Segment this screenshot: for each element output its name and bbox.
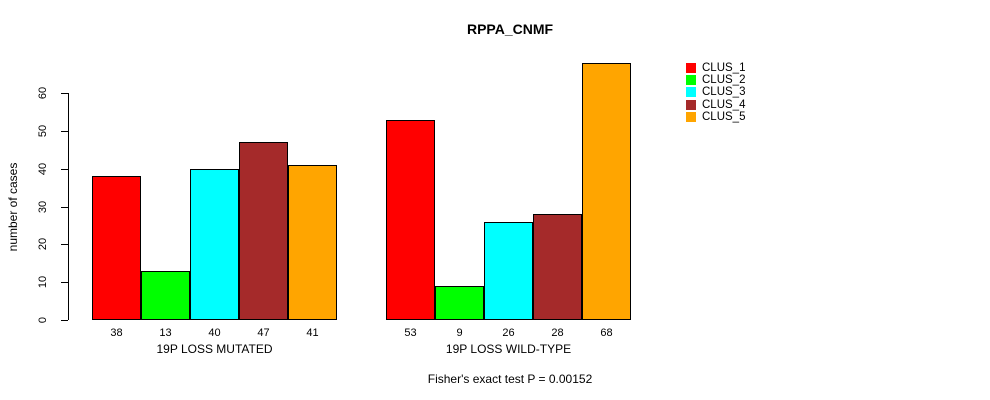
y-axis-tick-label: 10 (37, 276, 49, 289)
bar-value-label: 41 (306, 327, 319, 339)
x-axis-group-label: 19P LOSS MUTATED (156, 342, 273, 356)
bar-clus-3 (484, 221, 533, 320)
y-axis-tick (61, 93, 68, 95)
y-axis-tick (61, 244, 68, 246)
legend-item-label: CLUS_2 (702, 74, 746, 87)
legend-color-swatch (686, 111, 696, 122)
bar-value-label: 47 (257, 327, 270, 339)
bar-value-label: 68 (600, 327, 613, 339)
bar-clus-4 (533, 214, 582, 320)
y-axis-tick-label: 60 (37, 87, 49, 100)
legend-item: CLUS_4 (686, 99, 745, 111)
bar-clus-1 (92, 176, 141, 320)
y-axis-tick-label: 30 (37, 200, 49, 213)
bar-value-label: 38 (110, 327, 123, 339)
legend: CLUS_1 CLUS_2 CLUS_3 CLUS_4 CLUS_5 (686, 62, 745, 123)
legend-item-label: CLUS_3 (702, 86, 746, 99)
chart-title: RPPA_CNMF (466, 21, 554, 37)
legend-item-label: CLUS_4 (702, 98, 746, 111)
bar-clus-5 (582, 62, 631, 320)
legend-color-swatch (686, 75, 696, 86)
y-axis-tick-label: 20 (37, 238, 49, 251)
y-axis-label: number of cases (6, 162, 20, 252)
legend-color-swatch (686, 87, 696, 98)
bar-clus-2 (141, 270, 190, 320)
bar-value-label: 28 (551, 327, 564, 339)
y-axis-tick (61, 168, 68, 170)
bar-value-label: 53 (404, 327, 417, 339)
y-axis-tick-label: 40 (37, 162, 49, 175)
y-axis-tick (61, 282, 68, 284)
y-axis-tick (61, 206, 68, 208)
bar-clus-4 (239, 142, 288, 320)
fisher-test-annotation: Fisher's exact test P = 0.00152 (427, 372, 593, 386)
x-axis-group-label: 19P LOSS WILD-TYPE (445, 342, 572, 356)
legend-item: CLUS_5 (686, 111, 745, 123)
bar-clus-1 (386, 119, 435, 320)
legend-item-label: CLUS_1 (702, 62, 746, 75)
y-axis-line (68, 93, 69, 320)
y-axis-tick-label: 50 (37, 124, 49, 138)
legend-color-swatch (686, 63, 696, 74)
legend-item: CLUS_2 (686, 74, 745, 86)
bar-value-label: 40 (208, 327, 221, 339)
y-axis-tick (61, 320, 68, 321)
bar-value-label: 26 (502, 327, 515, 339)
bar-clus-5 (288, 165, 337, 320)
y-axis-tick (61, 131, 68, 132)
y-axis-tick-label: 0 (37, 316, 49, 324)
legend-item: CLUS_1 (686, 62, 745, 74)
legend-item: CLUS_3 (686, 86, 745, 98)
bar-value-label: 13 (159, 327, 172, 339)
bar-value-label: 9 (456, 327, 463, 339)
legend-item-label: CLUS_5 (702, 110, 746, 123)
bar-clus-3 (190, 168, 239, 320)
legend-color-swatch (686, 99, 696, 110)
bar-clus-2 (435, 285, 484, 320)
